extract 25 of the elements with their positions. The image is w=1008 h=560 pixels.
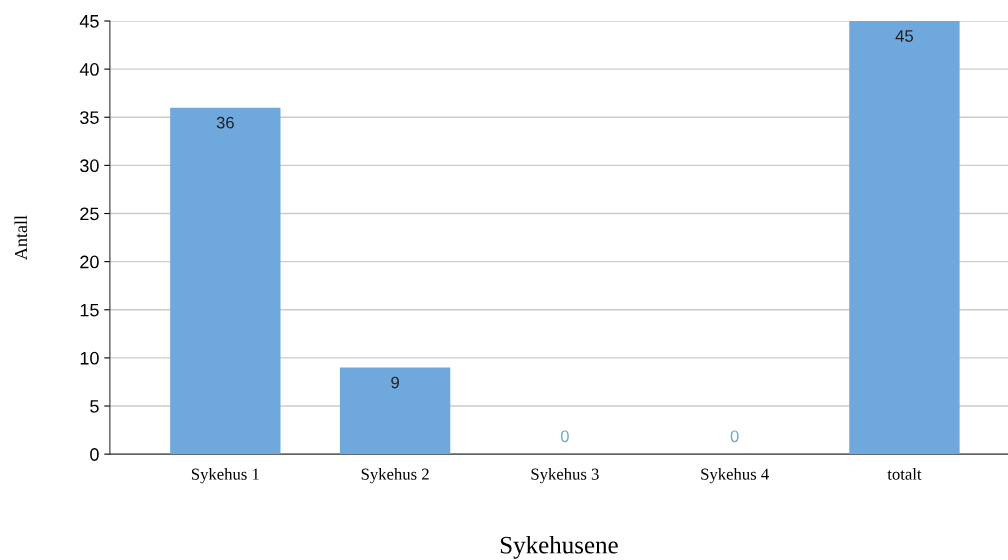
y-tick-label: 35 <box>80 111 99 124</box>
data-label: 0 <box>560 430 569 443</box>
bar <box>170 107 281 455</box>
x-tick-label: Sykehus 4 <box>701 468 769 484</box>
data-label: 36 <box>216 116 234 129</box>
y-tick-label: 45 <box>79 15 99 28</box>
y-axis-title: Antall <box>14 215 28 260</box>
x-tick-label: totalt <box>887 468 922 480</box>
x-tick-label: Sykehus 1 <box>191 468 259 484</box>
y-tick-label: 0 <box>90 448 99 461</box>
y-tick-label: 10 <box>80 351 99 365</box>
data-label: 0 <box>730 430 739 443</box>
y-tick-label: 5 <box>90 400 99 413</box>
bar <box>849 21 960 455</box>
x-axis-title: Sykehusene <box>500 535 618 559</box>
y-tick-label: 25 <box>80 207 99 221</box>
y-tick-label: 15 <box>80 303 99 317</box>
x-tick-label: Sykehus 2 <box>361 468 429 484</box>
y-tick-label: 20 <box>80 255 99 269</box>
data-label: 45 <box>895 30 914 42</box>
bar <box>339 367 451 455</box>
y-tick-label: 30 <box>80 159 99 173</box>
x-tick-label: Sykehus 3 <box>531 468 599 484</box>
data-label: 9 <box>391 376 399 389</box>
y-tick-label: 40 <box>79 63 99 76</box>
